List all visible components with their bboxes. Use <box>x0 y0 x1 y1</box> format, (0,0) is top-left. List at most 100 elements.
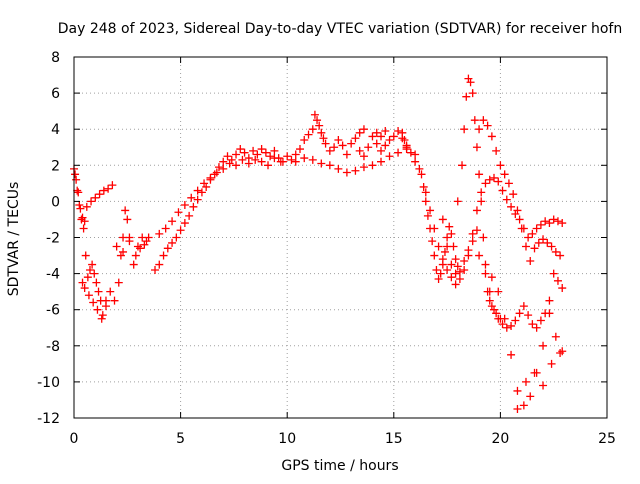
data-point <box>492 309 501 318</box>
data-point <box>472 143 481 152</box>
data-point <box>513 386 522 395</box>
y-tick-label: 4 <box>51 122 60 138</box>
data-point <box>98 311 107 320</box>
y-tick-label: 8 <box>51 50 60 66</box>
data-point <box>325 161 334 170</box>
data-point <box>87 197 96 206</box>
data-point <box>511 316 520 325</box>
data-point <box>225 159 234 168</box>
data-point <box>400 136 409 145</box>
data-point <box>78 213 87 222</box>
data-point <box>553 217 562 226</box>
data-point <box>532 323 541 332</box>
data-point <box>415 164 424 173</box>
data-point <box>131 251 140 260</box>
data-point <box>78 278 87 287</box>
data-point <box>526 392 535 401</box>
x-tick-label: 20 <box>491 431 509 447</box>
data-point <box>504 179 513 188</box>
data-point <box>558 219 567 228</box>
data-point <box>423 211 432 220</box>
data-point <box>76 204 85 213</box>
data-point <box>549 215 558 224</box>
data-point <box>355 128 364 137</box>
data-point <box>443 265 452 274</box>
data-point <box>481 269 490 278</box>
data-point <box>261 148 270 157</box>
y-tick-label: -8 <box>46 339 60 355</box>
data-point <box>526 256 535 265</box>
data-point <box>411 157 420 166</box>
y-axis-label: SDTVAR / TECUs <box>6 182 22 297</box>
data-point <box>539 235 548 244</box>
data-point <box>85 265 94 274</box>
data-point <box>436 269 445 278</box>
data-point <box>547 242 556 251</box>
y-tick-label: -6 <box>46 303 60 319</box>
data-point <box>264 161 273 170</box>
data-point <box>447 229 456 238</box>
data-point <box>359 163 368 172</box>
data-point <box>524 311 533 320</box>
data-point <box>451 280 460 289</box>
y-tick-label: -10 <box>37 375 60 391</box>
data-point <box>377 157 386 166</box>
data-point <box>468 229 477 238</box>
data-point <box>549 269 558 278</box>
data-point <box>534 238 543 247</box>
data-point <box>434 242 443 251</box>
data-point <box>381 127 390 136</box>
data-point <box>430 251 439 260</box>
data-point <box>477 188 486 197</box>
data-point <box>445 222 454 231</box>
data-point <box>421 188 430 197</box>
data-point <box>88 260 97 269</box>
data-point <box>74 188 83 197</box>
data-point <box>291 157 300 166</box>
data-point <box>558 347 567 356</box>
data-point <box>500 314 509 323</box>
data-point <box>485 175 494 184</box>
data-point <box>214 163 223 172</box>
data-point <box>515 309 524 318</box>
data-point <box>468 237 477 246</box>
data-point <box>144 233 153 242</box>
data-point <box>547 359 556 368</box>
data-point <box>479 116 488 125</box>
data-point <box>313 116 322 125</box>
x-tick-label: 10 <box>278 431 296 447</box>
data-point <box>176 226 185 235</box>
data-point <box>79 224 88 233</box>
data-point <box>189 202 198 211</box>
data-point <box>556 251 565 260</box>
data-point <box>515 215 524 224</box>
data-point <box>244 159 253 168</box>
data-point <box>163 244 172 253</box>
data-point <box>494 177 503 186</box>
data-point <box>308 125 317 134</box>
data-point <box>359 152 368 161</box>
data-point <box>334 164 343 173</box>
data-point <box>91 193 100 202</box>
data-point <box>317 128 326 137</box>
data-point <box>466 78 475 87</box>
data-point <box>106 287 115 296</box>
data-point <box>300 154 309 163</box>
data-point <box>443 233 452 242</box>
data-point <box>513 404 522 413</box>
data-point <box>95 190 104 199</box>
data-point <box>500 170 509 179</box>
data-point <box>536 316 545 325</box>
data-point <box>142 237 151 246</box>
data-point <box>453 197 462 206</box>
grid <box>74 57 607 418</box>
data-point <box>81 251 90 260</box>
data-point <box>283 152 292 161</box>
data-point <box>276 157 285 166</box>
y-tick-label: 2 <box>51 158 60 174</box>
data-point <box>394 148 403 157</box>
data-point <box>528 320 537 329</box>
data-point <box>155 260 164 269</box>
